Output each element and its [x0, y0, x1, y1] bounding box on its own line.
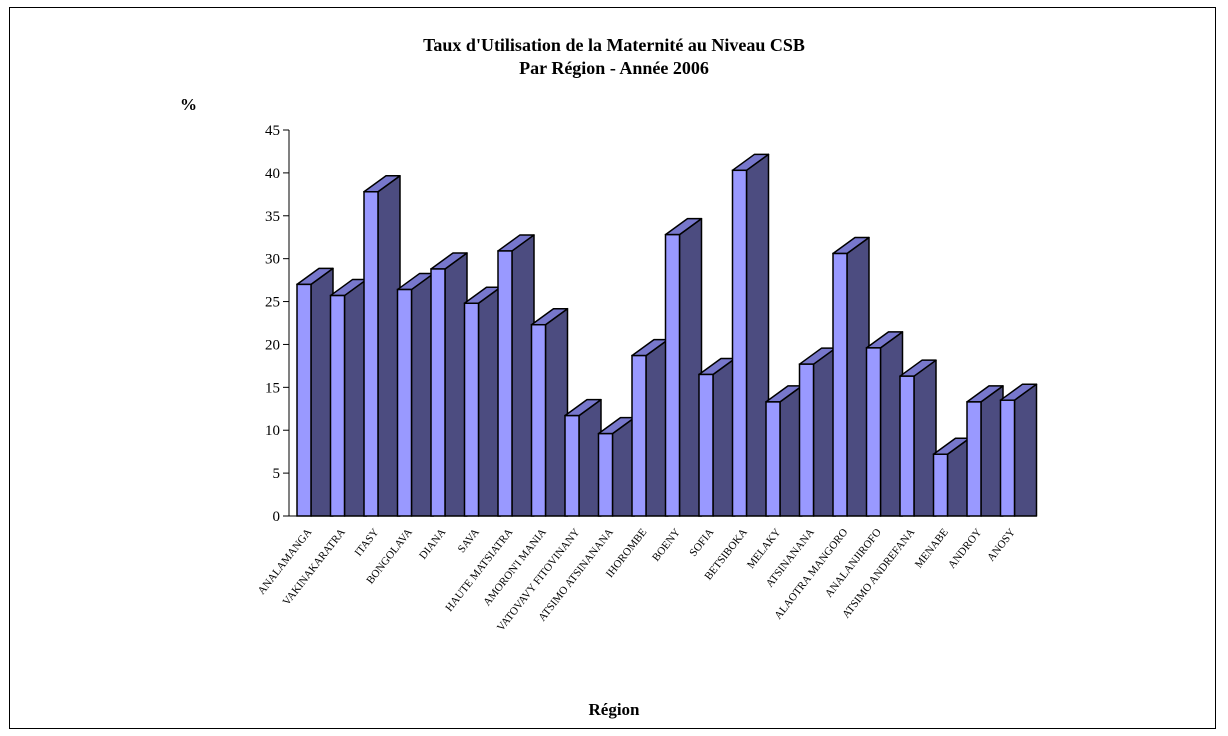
bar-front — [597, 432, 614, 517]
bar-front — [698, 373, 714, 517]
y-tick-label: 45 — [265, 123, 280, 139]
bar-side — [812, 347, 837, 517]
bar-front — [899, 375, 915, 517]
bar-side — [645, 338, 669, 517]
bar-front — [396, 288, 413, 517]
bar-side — [444, 252, 468, 517]
x-tick-label: VAKINAKARATRA — [281, 526, 348, 607]
bar — [463, 286, 502, 517]
bar-side — [779, 385, 803, 517]
bar-front — [865, 347, 882, 517]
x-tick-label: ANDROY — [946, 526, 984, 571]
chart-subtitle: Par Région - Année 2006 — [519, 58, 709, 78]
bar-front — [363, 191, 379, 517]
bar — [363, 175, 401, 517]
bar-side — [578, 398, 602, 517]
bar-front — [664, 233, 681, 517]
bars — [296, 153, 1038, 517]
bar-front — [329, 294, 346, 517]
bar-side — [879, 331, 904, 517]
x-tick-label: DIANA — [417, 526, 448, 561]
bar-side — [1013, 383, 1038, 517]
bar — [999, 383, 1038, 517]
bar-front — [731, 169, 748, 517]
bar-side — [913, 359, 937, 517]
bar — [832, 236, 870, 517]
bar — [396, 272, 435, 517]
bar — [430, 252, 468, 517]
bar-front — [296, 283, 312, 517]
bar-side — [745, 153, 770, 517]
y-tick-label: 5 — [273, 466, 281, 482]
y-tick-label: 30 — [265, 252, 280, 268]
bar — [664, 217, 703, 517]
bar — [865, 331, 904, 517]
bar-front — [530, 323, 547, 517]
x-tick-label: AMORON'I MANIA — [481, 526, 549, 608]
bar-front — [430, 268, 446, 517]
y-tick-label: 40 — [265, 166, 280, 182]
bar — [731, 153, 770, 517]
bar-front — [932, 453, 949, 517]
bar-front — [999, 399, 1016, 517]
bar — [698, 357, 736, 517]
bar-front — [463, 302, 480, 517]
chart-title: Taux d'Utilisation de la Maternité au Ni… — [423, 35, 805, 55]
bar — [765, 385, 803, 517]
y-tick-label: 10 — [265, 423, 280, 439]
y-tick-label: 15 — [265, 380, 280, 396]
bar-side — [678, 217, 703, 517]
x-tick-label: SAVA — [456, 526, 482, 555]
bar — [497, 234, 535, 517]
x-tick-label: ITASY — [353, 526, 382, 558]
bar-side — [980, 385, 1004, 517]
bar-front — [966, 401, 982, 517]
x-tick-label: ANOSY — [985, 526, 1018, 563]
bar-side — [377, 175, 401, 517]
y-tick-label: 25 — [265, 295, 280, 311]
bar — [296, 267, 334, 517]
x-tick-label: SOFIA — [687, 526, 716, 558]
x-tick-label: BOENY — [650, 526, 683, 563]
y-tick-label: 35 — [265, 209, 280, 225]
bar-side — [611, 416, 636, 517]
y-tick-label: 0 — [273, 509, 281, 525]
bar-front — [631, 354, 647, 517]
bar-side — [410, 272, 435, 517]
bar — [899, 359, 937, 517]
bar — [530, 307, 569, 517]
bar — [631, 338, 669, 517]
bar-front — [564, 414, 580, 517]
x-axis-label: Région — [588, 700, 640, 719]
bar-side — [343, 278, 368, 517]
bar — [932, 437, 971, 517]
bar-side — [544, 307, 569, 517]
bar-front — [765, 401, 781, 517]
bar — [597, 416, 636, 517]
bar — [329, 278, 368, 517]
bar-front — [832, 252, 848, 517]
bar-side — [310, 267, 334, 517]
bar-side — [511, 234, 535, 517]
chart-frame — [9, 7, 1216, 729]
bar — [798, 347, 837, 517]
y-tick-label: 20 — [265, 337, 280, 353]
bar-side — [712, 357, 736, 517]
y-axis-label: % — [180, 95, 197, 114]
bar — [966, 385, 1004, 517]
bar — [564, 398, 602, 517]
bar-front — [497, 250, 513, 517]
bar-front — [798, 363, 815, 517]
bar-side — [477, 286, 502, 517]
bar-side — [846, 236, 870, 517]
